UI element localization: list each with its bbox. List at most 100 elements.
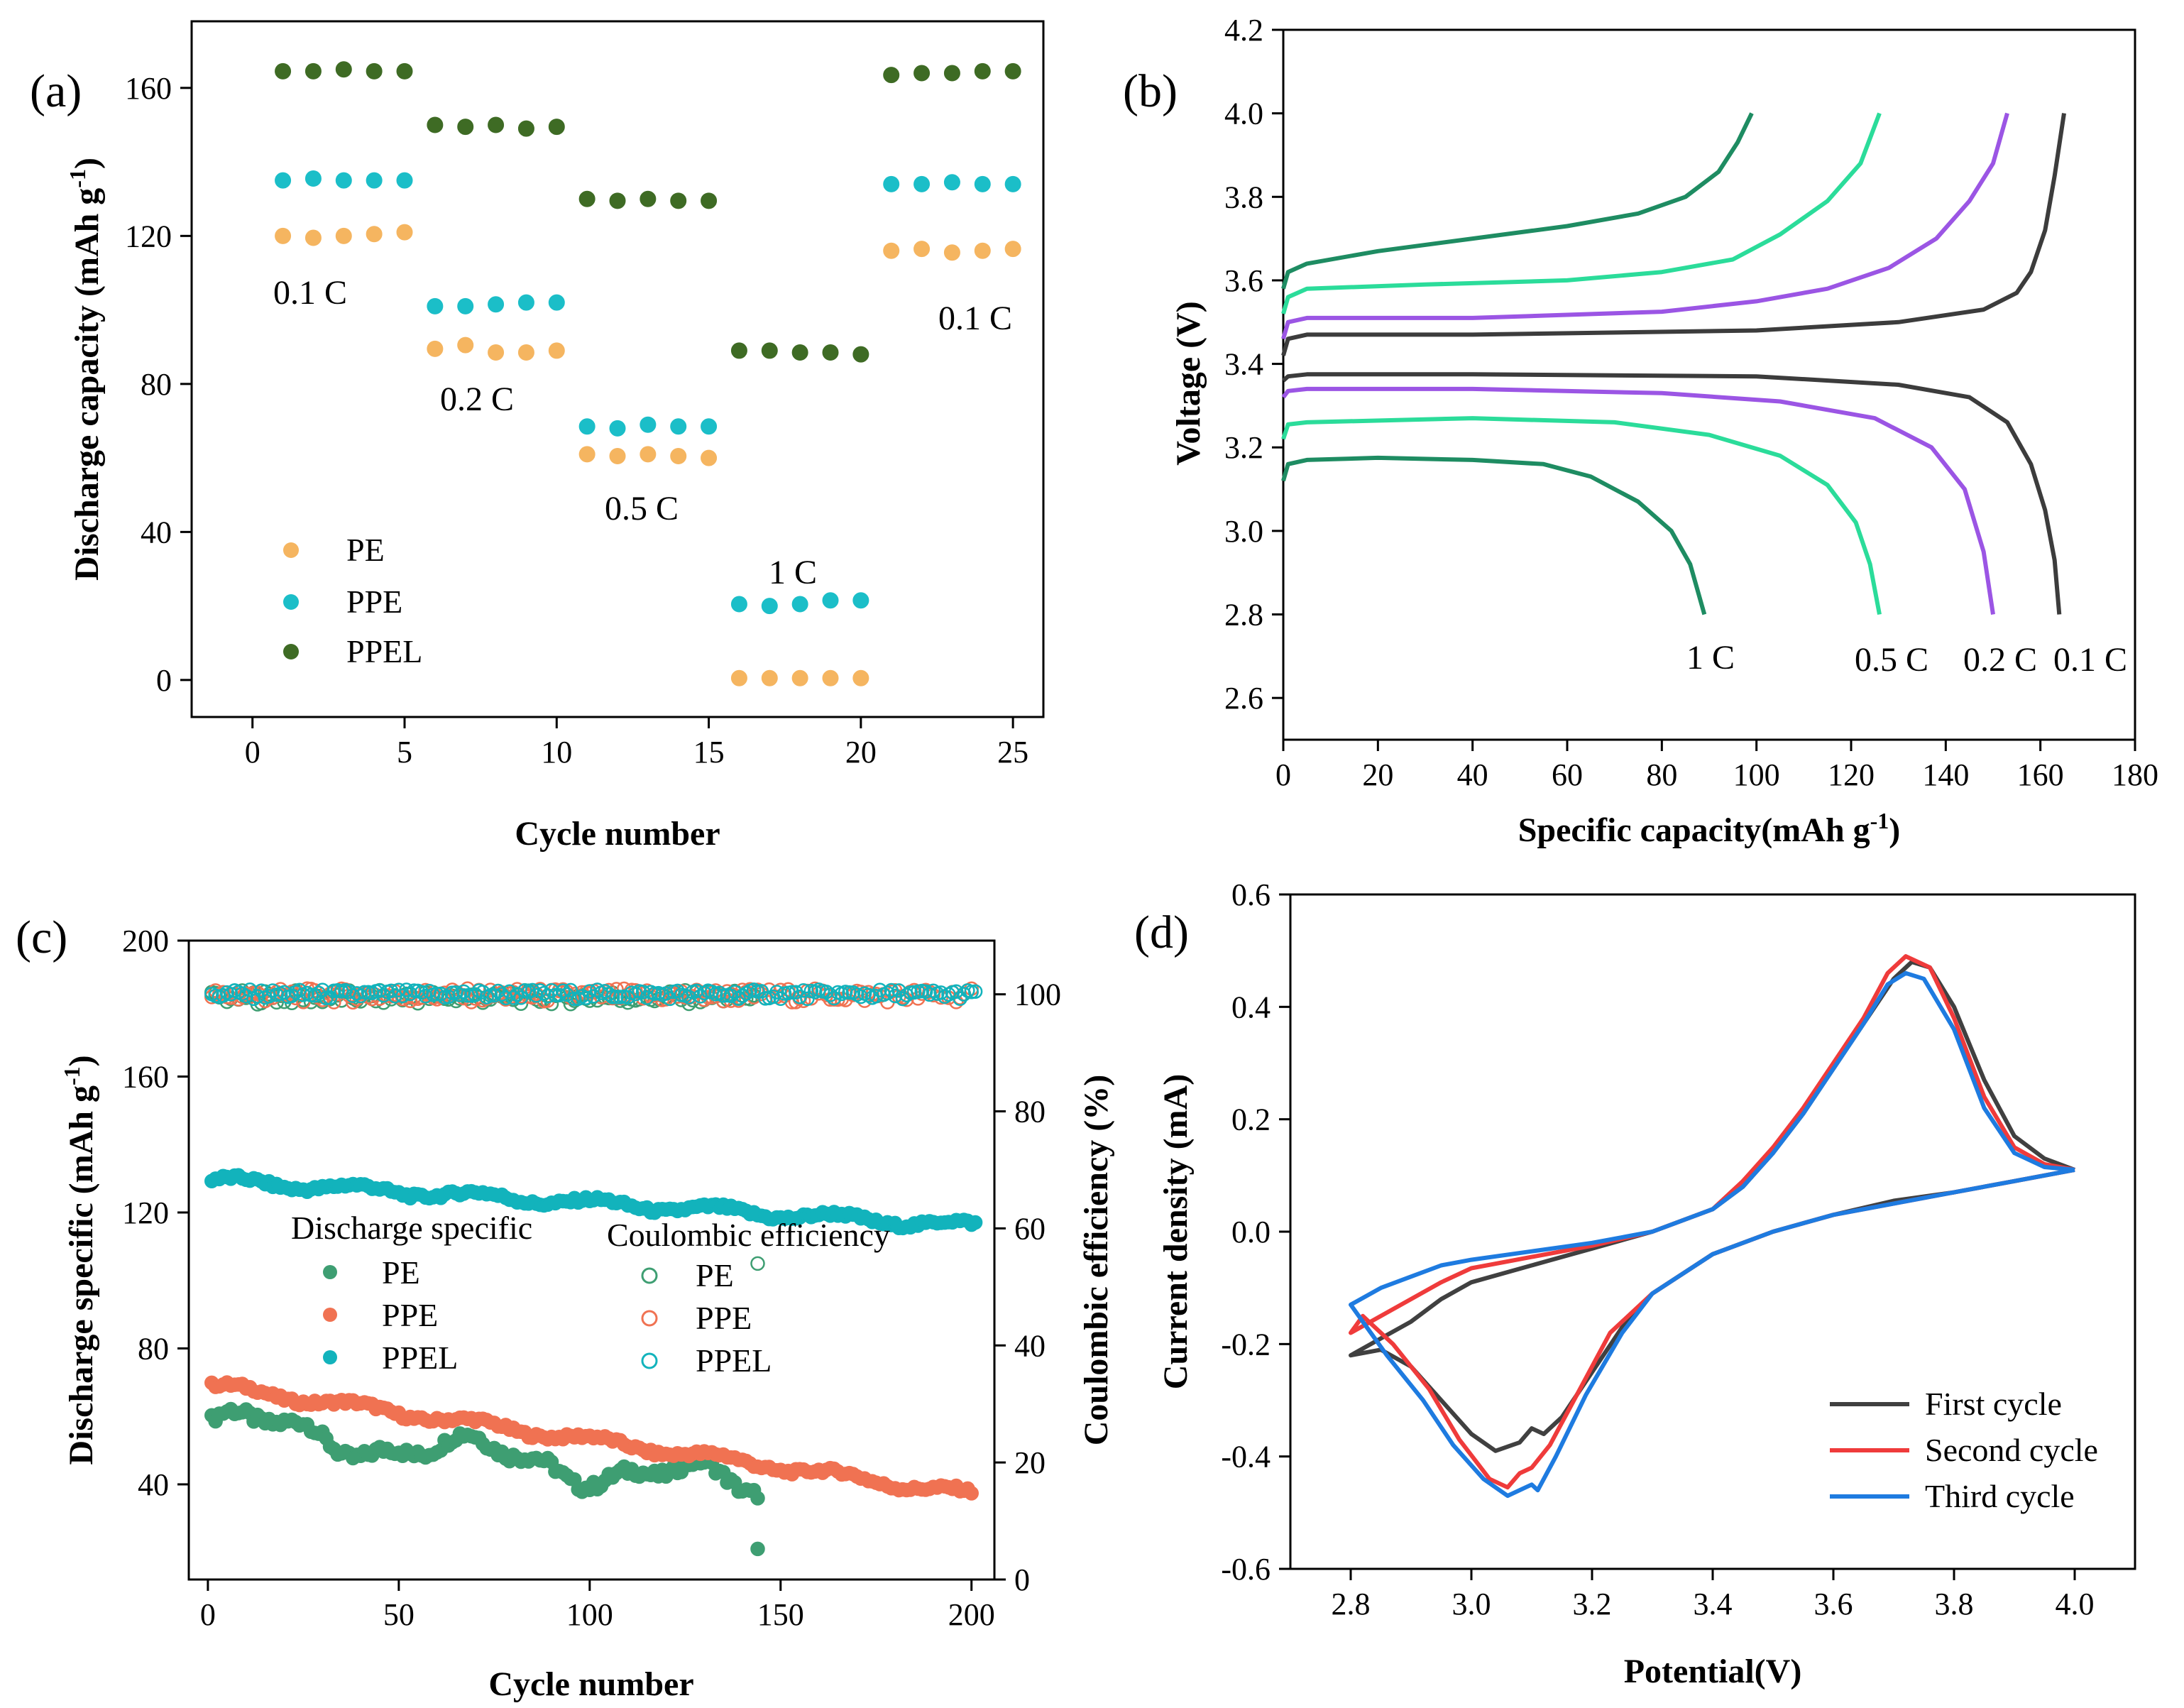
panel-b-ytick-label-8: 4.2 <box>1224 13 1263 48</box>
panel-c-point-coulombic-ppel-17 <box>265 983 280 998</box>
panel-a-point-ppel-2 <box>335 61 352 78</box>
panel-c-y2tick-label-1: 20 <box>1014 1445 1046 1480</box>
panel-d-xlabel: Potential(V) <box>1624 1653 1802 1690</box>
panel-c-point-coulombic-ppel-63 <box>441 989 456 1004</box>
panel-a-annot-2: 0.5 C <box>605 490 679 527</box>
panel-c-point-coulombic-ppel-32 <box>322 990 338 1005</box>
panel-a-xtick-label-3: 15 <box>693 735 725 770</box>
panel-c: (c) 0 50 100 150 200 40 80 120 160 200 0 20 40 60 80 10… <box>16 912 1115 1703</box>
panel-a-point-pe-5 <box>427 340 444 357</box>
panel-a-point-ppel-3 <box>366 62 383 80</box>
panel-d-ytick-label-1: -0.4 <box>1221 1440 1271 1474</box>
panel-c-legend-1: PPE <box>382 1297 438 1333</box>
panel-c-point-coulombic-ppel-41 <box>357 985 372 1000</box>
panel-a-point-pe-8 <box>517 344 534 361</box>
panel-c-point-coulombic-ppel-39 <box>349 986 364 1001</box>
panel-c-y2tick-label-3: 60 <box>1014 1211 1046 1246</box>
panel-c-point-coulombic-ppel-95 <box>563 982 578 998</box>
panel-b-ytick-label-7: 4.0 <box>1224 97 1263 131</box>
panel-c-point-coulombic-ppel-140 <box>735 988 750 1004</box>
panel-d-ytick-label-5: 0.4 <box>1231 990 1271 1024</box>
panel-c-point-coulombic-ppel-154 <box>789 985 803 1000</box>
panel-c-point-coulombic-ppel-196 <box>948 984 964 1000</box>
panel-d-xtick-label-6: 4.0 <box>2056 1587 2095 1621</box>
panel-c-point-coulombic-ppel-192 <box>933 985 948 1000</box>
panel-a-point-pe-21 <box>913 241 931 258</box>
panel-a-ytick-label-2: 80 <box>141 367 172 402</box>
panel-a-xtick-label-2: 10 <box>541 735 572 770</box>
panel-c-legend-5: PPEL <box>696 1342 772 1379</box>
panel-a-point-ppe-15 <box>730 596 747 613</box>
panel-b-charge-curve-2 <box>1281 112 2009 340</box>
panel-a-point-ppe-6 <box>457 297 474 314</box>
panel-c-point-discharge-ppe-200 <box>964 1486 979 1501</box>
panel-a-ytick-label-4: 160 <box>125 71 172 106</box>
panel-c-xlabel: Cycle number <box>488 1665 693 1703</box>
panel-a-point-ppel-8 <box>517 120 534 137</box>
panel-a-point-ppe-4 <box>396 172 413 189</box>
panel-a-annot-0: 0.1 C <box>273 274 347 312</box>
panel-c-point-coulombic-ppel-123 <box>670 983 685 999</box>
panel-c-frame <box>187 939 996 1581</box>
panel-b-label: (b) <box>1123 65 1178 117</box>
panel-d-xtick-label-2: 3.2 <box>1573 1587 1612 1621</box>
panel-b-ytick-label-0: 2.6 <box>1224 681 1263 716</box>
panel-a-point-pe-13 <box>670 448 687 464</box>
panel-c-point-discharge-pe-144 <box>750 1491 765 1506</box>
panel-a-legend-0: PE <box>346 532 385 568</box>
panel-c-legend-3: PE <box>696 1257 734 1293</box>
panel-c-legend-marker-5 <box>641 1352 658 1369</box>
panel-a-point-pe-23 <box>974 242 991 259</box>
panel-c-point-coulombic-ppel-46 <box>376 987 391 1003</box>
panel-c-point-coulombic-ppel-74 <box>483 987 498 1003</box>
panel-a-legend-marker-2 <box>283 644 299 659</box>
panel-b-ylabel: Voltage (V) <box>1170 301 1207 466</box>
panel-d-xtick-label-4: 3.6 <box>1814 1587 1853 1621</box>
panel-c-ytick-label-0: 40 <box>138 1467 169 1502</box>
panel-a-legend-1: PPE <box>346 584 402 620</box>
panel-a-point-pe-17 <box>791 669 808 686</box>
panel-a-point-pe-24 <box>1004 241 1021 258</box>
panel-a-point-pe-0 <box>275 227 292 244</box>
panel-c-legend-marker-3 <box>641 1267 658 1284</box>
panel-a-ytick-label-0: 0 <box>156 663 172 698</box>
panel-c-point-coulombic-ppel-80 <box>505 990 521 1005</box>
panel-a-point-ppel-20 <box>883 67 900 84</box>
panel-b-annot-1: 0.5 C <box>1855 641 1928 679</box>
panel-a-point-ppel-0 <box>275 62 292 80</box>
panel-b-annot-0: 1 C <box>1686 639 1735 677</box>
panel-a-point-ppe-13 <box>670 418 687 435</box>
panel-c-ytick-label-3: 160 <box>122 1059 169 1094</box>
panel-a-point-ppe-16 <box>761 598 778 615</box>
panel-b-charge-curve-1 <box>1281 112 1882 314</box>
panel-c-xtick-label-4: 200 <box>948 1597 995 1632</box>
panel-a-point-pe-10 <box>578 446 596 463</box>
panel-c-point-coulombic-ppel-201 <box>967 984 983 999</box>
panel-a-point-ppel-7 <box>488 116 505 133</box>
panel-d-xtick-label-1: 3.0 <box>1452 1587 1491 1621</box>
panel-c-y2tick-label-4: 80 <box>1014 1095 1046 1129</box>
panel-c-ytick-label-2: 120 <box>122 1195 169 1230</box>
panel-b-frame <box>1282 28 2136 741</box>
panel-d-ytick-label-6: 0.6 <box>1231 877 1271 912</box>
panel-c-y2tick-label-2: 40 <box>1014 1328 1046 1363</box>
panel-c-point-discharge-ppel-201 <box>967 1215 983 1230</box>
panel-b-xtick-label-7: 140 <box>1922 757 1969 792</box>
panel-c-point-coulombic-ppel-30 <box>315 982 330 997</box>
panel-a-point-ppel-6 <box>457 119 474 136</box>
panel-a-point-pe-6 <box>457 336 474 354</box>
panel-b-discharge-curve-1 <box>1281 416 1882 615</box>
panel-a-point-pe-9 <box>548 342 565 359</box>
panel-a-xtick-label-4: 20 <box>845 735 877 770</box>
panel-a-point-ppel-22 <box>943 65 960 82</box>
panel-d-legend-2: Third cycle <box>1925 1478 2075 1514</box>
panel-a-point-pe-16 <box>761 669 778 686</box>
panel-c-point-coulombic-ppel-181 <box>891 983 906 998</box>
panel-b-xtick-label-1: 20 <box>1362 757 1393 792</box>
panel-a-point-ppe-22 <box>943 174 960 191</box>
panel-a-point-pe-4 <box>396 224 413 241</box>
panel-d-xtick-label-0: 2.8 <box>1332 1587 1371 1621</box>
panel-a-point-pe-2 <box>335 227 352 244</box>
panel-d: (d) 2.8 3.0 3.2 3.4 3.6 3.8 4.0 -0.6 -0.4 -0.2 0.0… <box>1134 877 2136 1690</box>
